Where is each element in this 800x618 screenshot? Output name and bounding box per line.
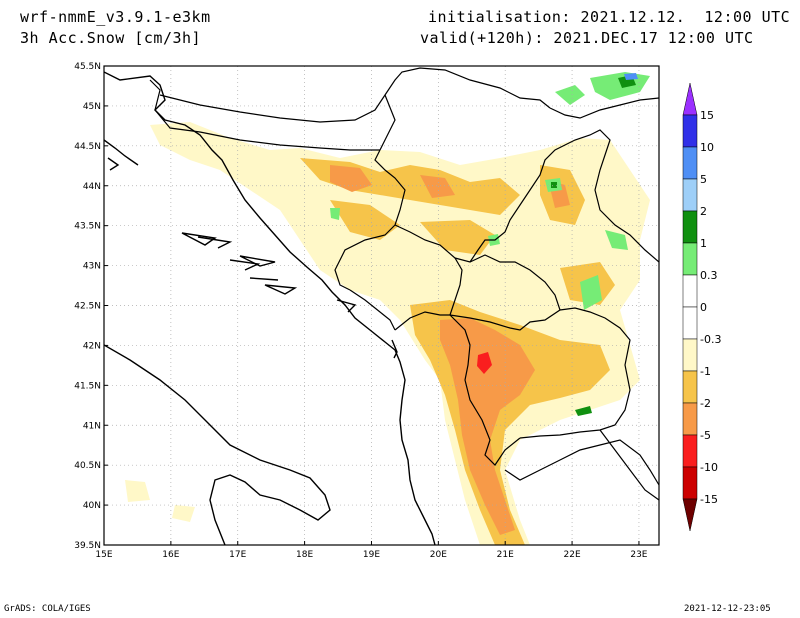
lat-tick-label: 43.5N [74,222,101,232]
lat-tick-label: 42.5N [74,302,101,312]
lon-tick-label: 19E [363,550,380,560]
colorbar-swatch [682,466,698,500]
lat-tick-label: 45N [83,102,101,112]
colorbar: 15 10 5 2 1 0.3 0 -0.3 -1 -2 -5 -10 -15 [682,82,721,532]
colorbar-swatch [682,146,698,180]
lat-tick-label: 40N [83,501,101,511]
colorbar-swatch [682,210,698,244]
colorbar-top-arrow [682,82,698,116]
coastlines [104,71,436,545]
colorbar-label: -2 [700,397,711,410]
latitude-tick-labels: 45.5N 45N 44.5N 44N 43.5N 43N 42.5N 42N 41.5N 41N… [74,62,108,551]
lon-tick-label: 20E [430,550,447,560]
longitude-tick-labels: 15E 16E 17E 18E 19E 20E 21E 22E 23E [95,541,648,560]
colorbar-swatch [682,370,698,404]
init-time: initialisation: 2021.12.12. 12:00 UTC [428,8,791,26]
lon-tick-label: 17E [229,550,246,560]
snow-positive-peak [624,73,638,80]
snow-very-heavy-area [477,352,492,374]
colorbar-swatch [682,242,698,276]
country-borders [149,67,659,501]
colorbar-label: -1 [700,365,711,378]
field-title: 3h Acc.Snow [cm/3h] [20,29,202,47]
footer-timestamp: 2021-12-12-23:05 [684,604,771,614]
colorbar-label: -0.3 [700,333,721,346]
colorbar-swatch [682,434,698,468]
colorbar-label: 0 [700,301,707,314]
lon-tick-label: 16E [162,550,179,560]
model-title: wrf-nmmE_v3.9.1-e3km [20,8,211,26]
colorbar-swatch [682,402,698,436]
lon-tick-label: 23E [630,550,647,560]
lat-tick-label: 44.5N [74,142,101,152]
colorbar-bottom-arrow [682,498,698,532]
map-gridlines [104,66,659,545]
colorbar-label: -15 [700,493,718,506]
colorbar-label: -5 [700,429,711,442]
lat-tick-label: 41.5N [74,381,101,391]
valid-time: valid(+120h): 2021.DEC.17 12:00 UTC [420,29,754,47]
colorbar-label: 5 [700,173,707,186]
lat-tick-label: 45.5N [74,62,101,72]
snow-light-areas [125,122,650,545]
lat-tick-label: 44N [83,182,101,192]
lon-tick-label: 22E [564,550,581,560]
colorbar-label: 0.3 [700,269,718,282]
lat-tick-label: 40.5N [74,461,101,471]
colorbar-swatch [682,274,698,308]
colorbar-label: 15 [700,109,714,122]
colorbar-label: -10 [700,461,718,474]
colorbar-label: 2 [700,205,707,218]
colorbar-swatch [682,338,698,372]
lat-tick-label: 43N [83,262,101,272]
lat-tick-label: 41N [83,421,101,431]
colorbar-label: 10 [700,141,714,154]
colorbar-swatch [682,306,698,340]
lon-tick-label: 15E [95,550,112,560]
colorbar-label: 1 [700,237,707,250]
colorbar-swatch [682,178,698,212]
lon-tick-label: 18E [296,550,313,560]
lat-tick-label: 42N [83,341,101,351]
footer-credit: GrADS: COLA/IGES [4,604,91,614]
lat-tick-label: 39.5N [74,541,101,551]
lon-tick-label: 21E [497,550,514,560]
colorbar-swatch [682,114,698,148]
